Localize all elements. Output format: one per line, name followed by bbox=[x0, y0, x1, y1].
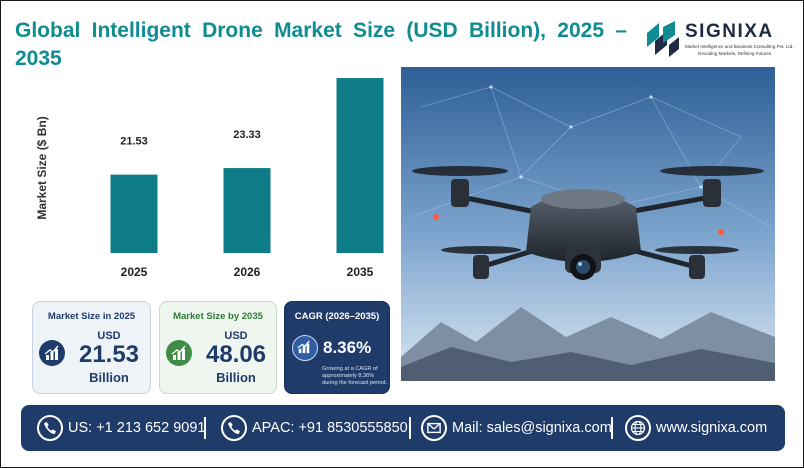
card-unit: USD bbox=[224, 330, 248, 342]
mail-icon bbox=[421, 415, 447, 441]
phone-icon bbox=[37, 415, 63, 441]
data-label: 23.33 bbox=[233, 129, 261, 141]
card-unit: USD bbox=[97, 330, 121, 342]
apac-phone-text: APAC: +91 8530555850 bbox=[252, 420, 408, 436]
market-size-2025-card: Market Size in 2025 USD 21.53 Billion bbox=[32, 301, 151, 394]
card-value: 48.06 bbox=[205, 341, 267, 368]
footer-divider bbox=[204, 417, 206, 439]
cagr-growth-icon bbox=[292, 335, 318, 361]
cagr-card: CAGR (2026–2035) 8.36% Growing at a CAGR… bbox=[284, 301, 390, 394]
x-tick-label: 2026 bbox=[234, 265, 261, 279]
cagr-value: 8.36% bbox=[323, 338, 372, 357]
footer-divider bbox=[409, 417, 411, 439]
footer-mail[interactable]: Mail: sales@signixa.com bbox=[421, 405, 612, 451]
mail-text: Mail: sales@signixa.com bbox=[452, 420, 612, 436]
card-scale: Billion bbox=[216, 370, 256, 385]
logo-subtitle: Market Intelligence and Business Consult… bbox=[685, 44, 794, 49]
y-axis-label: Market Size ($ Bn) bbox=[35, 116, 49, 219]
bar bbox=[336, 78, 384, 253]
card-title: CAGR (2026–2035) bbox=[294, 311, 380, 322]
footer-divider bbox=[611, 417, 613, 439]
card-scale: Billion bbox=[89, 370, 129, 385]
card-title: Market Size by 2035 bbox=[173, 311, 263, 322]
x-tick-label: 2035 bbox=[347, 265, 374, 279]
us-phone-text: US: +1 213 652 9091 bbox=[68, 420, 206, 436]
data-label: 21.53 bbox=[120, 136, 148, 148]
signixa-logo: SIGNIXA Market Intelligence and Business… bbox=[643, 17, 794, 63]
card-title: Market Size in 2025 bbox=[47, 311, 136, 322]
bar bbox=[110, 174, 158, 253]
bar-chart-growth-icon bbox=[166, 340, 192, 366]
bar-chart-growth-icon bbox=[39, 340, 65, 366]
cagr-note: Growing at a CAGR of approximately 8.36%… bbox=[322, 366, 387, 386]
logo-tagline: Decoding Markets, Defining Futures bbox=[698, 51, 772, 56]
footer-apac-phone[interactable]: APAC: +91 8530555850 bbox=[221, 405, 408, 451]
card-value: 21.53 bbox=[78, 341, 140, 368]
market-size-2035-card: Market Size by 2035 USD 48.06 Billion bbox=[159, 301, 277, 394]
bar bbox=[223, 168, 271, 253]
signixa-s-logo-icon bbox=[647, 21, 679, 57]
globe-icon bbox=[625, 415, 651, 441]
drone-photo bbox=[401, 67, 775, 381]
contact-footer: US: +1 213 652 9091 APAC: +91 8530555850… bbox=[21, 405, 785, 451]
x-tick-label: 2025 bbox=[121, 265, 148, 279]
footer-us-phone[interactable]: US: +1 213 652 9091 bbox=[37, 405, 205, 451]
phone-icon bbox=[221, 415, 247, 441]
footer-website[interactable]: www.signixa.com bbox=[625, 405, 767, 451]
page-title: Global Intelligent Drone Market Size (US… bbox=[15, 19, 627, 70]
logo-name: SIGNIXA bbox=[685, 21, 774, 42]
website-text: www.signixa.com bbox=[656, 420, 768, 436]
bar-chart: Market Size ($ Bn)21.53202523.33202648.0… bbox=[35, 78, 384, 279]
